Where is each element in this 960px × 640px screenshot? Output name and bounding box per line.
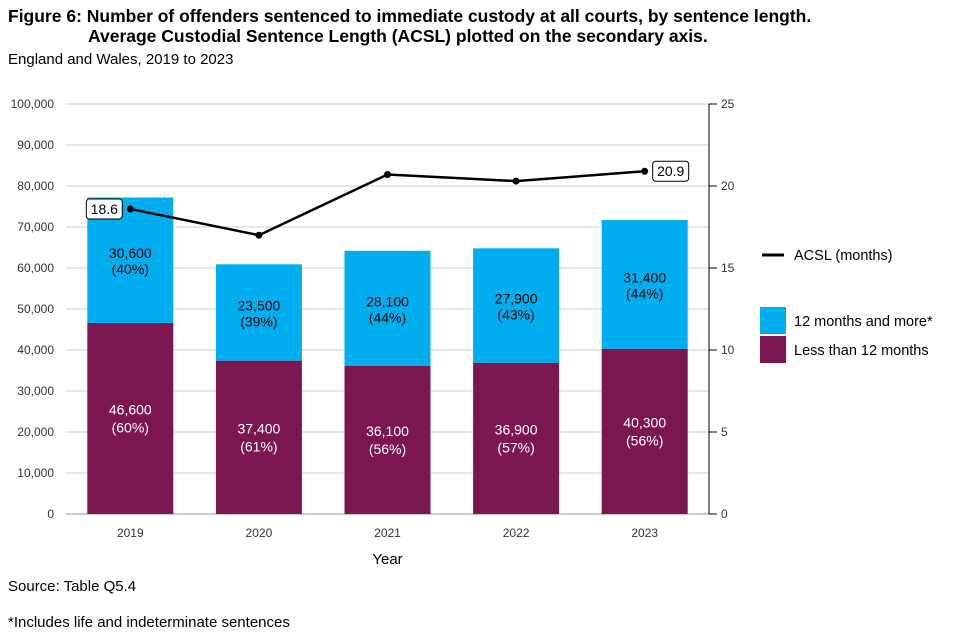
y2-tick-label: 0 xyxy=(721,507,728,521)
acsl-point xyxy=(641,167,649,175)
chart-subtitle: England and Wales, 2019 to 2023 xyxy=(8,51,234,68)
pct-label-less-than-12: (60%) xyxy=(112,419,149,435)
y2-tick-label: 20 xyxy=(721,179,735,193)
y-tick-label: 80,000 xyxy=(17,179,54,193)
data-label-less-than-12: 46,600 xyxy=(109,401,152,417)
acsl-callout-box xyxy=(85,198,123,220)
bar-12-months-and-more xyxy=(601,220,688,349)
x-tick-label: 2021 xyxy=(374,526,401,540)
pct-label-less-than-12: (57%) xyxy=(497,439,534,455)
pct-label-12-months-and-more: (43%) xyxy=(497,307,534,323)
y-tick-label: 70,000 xyxy=(17,220,54,234)
footnote: *Includes life and indeterminate sentenc… xyxy=(8,614,290,631)
legend-acsl-label: ACSL (months) xyxy=(794,248,893,264)
y-tick-label: 0 xyxy=(47,507,54,521)
legend-12-months-label: 12 months and more* xyxy=(794,314,933,330)
data-label-12-months-and-more: 28,100 xyxy=(366,293,409,309)
bar-less-than-12-months xyxy=(215,360,302,514)
pct-label-less-than-12: (61%) xyxy=(240,438,277,454)
y-tick-label: 50,000 xyxy=(17,302,54,316)
y-tick-label: 60,000 xyxy=(17,261,54,275)
bar-12-months-and-more xyxy=(473,248,560,363)
acsl-point xyxy=(384,171,391,179)
pct-label-12-months-and-more: (40%) xyxy=(112,261,149,277)
source-note: Source: Table Q5.4 xyxy=(8,578,137,595)
data-label-less-than-12: 40,300 xyxy=(623,414,666,430)
legend-less-than-12-swatch xyxy=(760,336,786,363)
acsl-callout-label: 20.9 xyxy=(657,163,684,179)
data-label-12-months-and-more: 31,400 xyxy=(623,269,666,285)
title-line-1: Figure 6: Number of offenders sentenced … xyxy=(8,6,812,26)
data-label-12-months-and-more: 30,600 xyxy=(109,245,152,261)
legend-less-than-12-label: Less than 12 months xyxy=(794,343,929,359)
y-tick-label: 90,000 xyxy=(17,138,54,152)
bar-less-than-12-months xyxy=(601,348,688,514)
x-tick-label: 2019 xyxy=(117,526,144,540)
pct-label-less-than-12: (56%) xyxy=(369,441,406,457)
y-tick-label: 40,000 xyxy=(17,343,54,357)
y-tick-label: 10,000 xyxy=(17,466,54,480)
y2-tick-label: 10 xyxy=(721,343,735,357)
data-label-less-than-12: 36,900 xyxy=(495,421,538,437)
data-label-less-than-12: 37,400 xyxy=(237,420,280,436)
bar-less-than-12-months xyxy=(87,322,174,514)
bar-12-months-and-more xyxy=(215,264,302,361)
bar-less-than-12-months xyxy=(473,362,560,514)
data-label-12-months-and-more: 27,900 xyxy=(495,291,538,307)
x-axis-title: Year xyxy=(372,551,402,568)
chart-title: Figure 6: Number of offenders sentenced … xyxy=(8,6,811,46)
x-tick-label: 2023 xyxy=(631,526,658,540)
title-line-2: Average Custodial Sentence Length (ACSL)… xyxy=(88,26,708,46)
y2-tick-label: 5 xyxy=(721,425,728,439)
pct-label-12-months-and-more: (44%) xyxy=(626,285,663,301)
pct-label-12-months-and-more: (39%) xyxy=(240,313,277,329)
y2-tick-label: 15 xyxy=(721,261,735,275)
y-tick-label: 20,000 xyxy=(17,425,54,439)
acsl-callout-box xyxy=(652,160,690,182)
x-tick-label: 2022 xyxy=(503,526,530,540)
data-label-less-than-12: 36,100 xyxy=(366,423,409,439)
bar-less-than-12-months xyxy=(344,365,431,514)
acsl-point xyxy=(255,231,263,239)
x-tick-label: 2020 xyxy=(246,526,273,540)
data-label-12-months-and-more: 23,500 xyxy=(237,297,280,313)
bar-12-months-and-more xyxy=(344,250,431,366)
acsl-point xyxy=(512,177,520,185)
legend-12-months-swatch xyxy=(760,307,786,334)
pct-label-12-months-and-more: (44%) xyxy=(369,309,406,325)
y2-tick-label: 25 xyxy=(721,97,735,111)
acsl-callout-label: 18.6 xyxy=(91,201,118,217)
acsl-line xyxy=(130,169,645,237)
pct-label-less-than-12: (56%) xyxy=(626,432,663,448)
acsl-point xyxy=(126,205,134,213)
y-tick-label: 30,000 xyxy=(17,384,54,398)
y-tick-label: 100,000 xyxy=(11,97,55,111)
